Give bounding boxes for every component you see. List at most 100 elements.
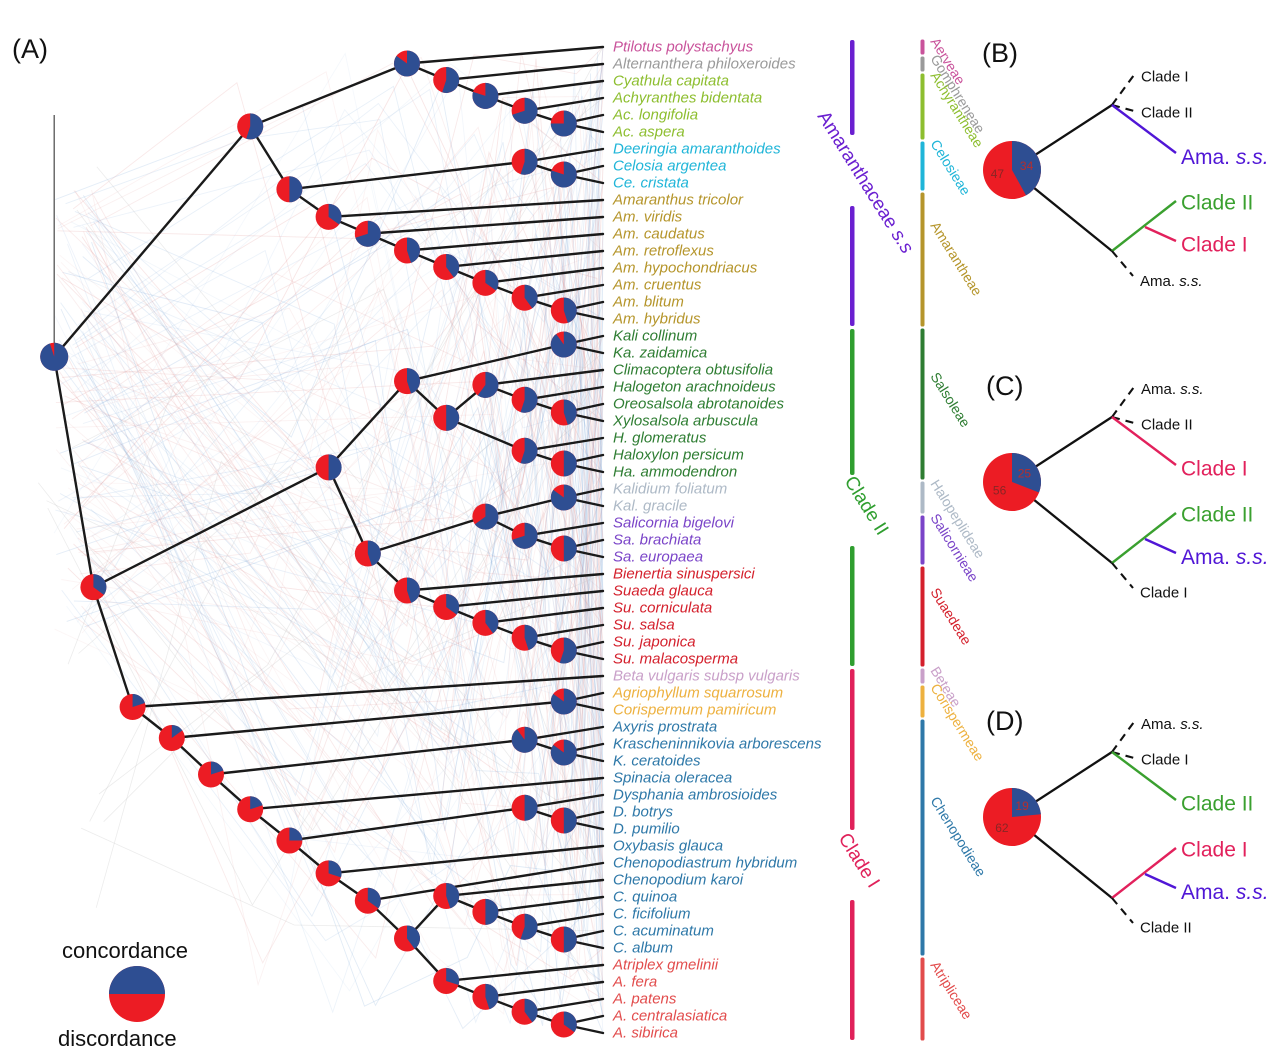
node-pie	[550, 926, 577, 953]
gene-tree-line	[82, 386, 604, 927]
pie-concordance	[472, 82, 499, 109]
species-label: Ce. cristata	[613, 175, 689, 192]
tree-edge	[484, 368, 605, 387]
gene-tree-line	[103, 427, 604, 688]
gene-tree-line	[82, 319, 604, 1029]
clade-label: Amaranthaceae s.s	[813, 108, 918, 258]
node-pie	[433, 66, 460, 93]
gene-tree-line	[103, 403, 604, 822]
node-pie	[511, 284, 538, 311]
species-label: Atriplex gmelinii	[612, 957, 719, 974]
pie-count-concordant: 25	[1018, 467, 1032, 481]
species-label: Am. cruentus	[612, 277, 702, 294]
panel-c: (C) Ama. s.s. Clade II Clade I Clade II Ama. …	[983, 371, 1266, 602]
gene-tree-line	[61, 193, 604, 797]
gene-tree-line	[75, 63, 604, 341]
panel-tip-small: Clade II	[1140, 920, 1192, 937]
gene-tree-line	[73, 430, 604, 745]
pie-concordance	[446, 967, 460, 985]
tree-edge	[405, 343, 565, 383]
ss-italic: s.s.	[1236, 546, 1266, 569]
ss-italic: s.s.	[1180, 716, 1203, 733]
gene-tree-line	[74, 63, 604, 847]
panel-tip-small: Clade I	[1141, 69, 1189, 86]
gene-tree-line	[71, 364, 604, 811]
dashed-branch	[1111, 897, 1134, 924]
tree-edge	[484, 79, 605, 98]
gene-tree-line	[58, 133, 604, 953]
node-pie	[550, 1011, 577, 1038]
colored-branch	[1144, 537, 1177, 555]
gene-tree-line	[81, 143, 604, 813]
dashed-branch	[1111, 415, 1135, 425]
gene-tree-line	[74, 203, 604, 966]
gene-tree-line	[72, 248, 604, 498]
tree-edge	[53, 125, 252, 358]
tree-edge	[405, 45, 605, 65]
clade-bar	[850, 900, 855, 1040]
tree-edge	[327, 844, 605, 875]
species-label: Halogeton arachnoideus	[613, 379, 776, 396]
tree-edge	[523, 997, 605, 1013]
panel-tip-small: Clade II	[1141, 105, 1193, 122]
gene-tree-line	[56, 124, 604, 711]
pie-concordance	[550, 688, 577, 715]
panel-tip-big: Clade II	[1181, 793, 1253, 816]
panel-tip-small: Clade II	[1141, 417, 1193, 434]
species-label: Achyranthes bidentata	[612, 90, 762, 107]
species-label: Suaeda glauca	[613, 583, 713, 600]
tribe-bar	[920, 685, 925, 718]
node-pie	[394, 577, 420, 604]
pie-concordance	[446, 593, 460, 615]
gene-tree-line	[73, 190, 604, 561]
legend-discordance-label: discordance	[58, 1026, 177, 1051]
pie-concordance	[250, 796, 263, 810]
gene-tree-line	[58, 378, 604, 743]
ss-italic: s.s.	[1179, 273, 1202, 290]
species-label: Ha. ammodendron	[613, 464, 737, 481]
tree-edge	[366, 215, 605, 235]
gene-tree-line	[81, 352, 604, 718]
pie-concordance	[524, 794, 538, 821]
node-pie	[472, 371, 499, 398]
tree-edge	[445, 963, 605, 983]
dashed-branch	[1111, 103, 1135, 113]
gene-tree-line	[59, 328, 604, 1026]
tree-edge	[445, 249, 605, 269]
pie-concordance	[407, 368, 420, 394]
gene-tree-line	[77, 323, 604, 775]
node-pie	[550, 450, 577, 477]
species-label: Am. retroflexus	[612, 243, 714, 260]
species-label: Kal. gracile	[613, 498, 687, 515]
pie-concordance	[485, 898, 499, 925]
pie-concordance	[446, 404, 460, 431]
species-label: Ka. zaidamica	[613, 345, 707, 362]
pie-count-discordant: 47	[991, 167, 1005, 181]
species-label: Kali collinum	[613, 328, 697, 345]
gene-tree-line	[84, 218, 604, 760]
gene-tree-line	[92, 199, 604, 908]
node-pie	[511, 437, 538, 464]
species-label: Ptilotus polystachyus	[613, 39, 754, 56]
node-pie	[393, 50, 420, 77]
species-label: Cyathula capitata	[613, 73, 729, 90]
node-pie	[550, 110, 577, 137]
species-label: Dysphania ambrosioides	[613, 787, 778, 804]
species-label: Am. caudatus	[612, 226, 705, 243]
species-label: Su. malacosperma	[613, 651, 738, 668]
gene-tree-line	[80, 827, 604, 932]
gene-tree-line	[69, 131, 604, 890]
node-pie	[40, 342, 69, 371]
tree-edge	[92, 466, 330, 589]
node-pie	[550, 807, 577, 834]
node-pie	[550, 331, 577, 358]
tribe-bar	[920, 957, 925, 1041]
node-pie	[511, 624, 538, 651]
gene-tree-line	[73, 149, 604, 847]
tree-edge	[445, 416, 526, 452]
tree-edge	[405, 232, 605, 252]
pie-concordance	[289, 827, 303, 841]
species-label: Celosia argentea	[613, 158, 726, 175]
tree-edge	[170, 700, 565, 740]
pie-concordance	[563, 450, 577, 477]
